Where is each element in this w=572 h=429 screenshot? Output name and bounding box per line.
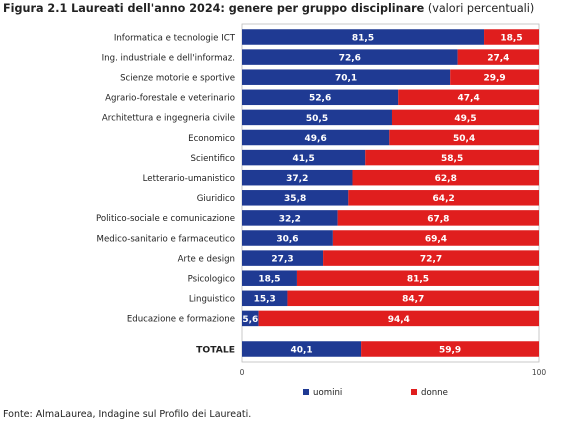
bar-uomini: [242, 190, 349, 206]
legend-swatch-donne: [411, 389, 417, 395]
x-tick-label: 0: [240, 368, 245, 377]
data-label-uomini: 72,6: [339, 54, 361, 64]
bar-uomini: [242, 290, 288, 307]
data-label-donne: 59,9: [439, 345, 461, 355]
chart-title-note: (valori percentuali): [427, 2, 535, 15]
data-label-uomini: 32,2: [279, 214, 301, 224]
category-label: Letterario-umanistico: [143, 174, 235, 184]
bar-donne: [258, 310, 539, 327]
category-label: Medico-sanitario e farmaceutico: [97, 234, 235, 244]
bar-uomini: [242, 169, 353, 186]
bar-donne: [389, 129, 539, 146]
data-label-donne: 62,8: [435, 174, 457, 184]
data-label-uomini: 40,1: [290, 345, 312, 355]
data-label-donne: 94,4: [388, 315, 410, 325]
bar-uomini: [242, 210, 338, 226]
bar-donne: [287, 290, 539, 307]
chart-source: Fonte: AlmaLaurea, Indagine sul Profilo …: [3, 409, 252, 420]
chart-title-main: Figura 2.1 Laureati dell'anno 2024: gene…: [3, 2, 425, 15]
bar-donne: [450, 69, 539, 85]
category-label: Economico: [188, 134, 235, 144]
bar-donne: [332, 230, 539, 246]
data-label-donne: 29,9: [483, 74, 505, 84]
data-label-donne: 64,2: [433, 194, 455, 204]
data-label-donne: 67,8: [427, 214, 449, 224]
category-label: Scientifico: [191, 154, 235, 164]
bar-uomini: [242, 149, 366, 166]
data-label-uomini: 41,5: [293, 154, 315, 164]
data-label-donne: 18,5: [500, 33, 522, 43]
x-tick-label: 100: [532, 368, 547, 377]
bar-donne: [398, 89, 539, 106]
data-label-donne: 47,4: [458, 94, 480, 104]
chart-title: Figura 2.1 Laureati dell'anno 2024: gene…: [3, 2, 534, 15]
category-label: Scienze motorie e sportive: [120, 74, 235, 84]
data-label-uomini: 81,5: [352, 33, 374, 43]
bar-donne: [296, 270, 539, 286]
category-label: Architettura e ingegneria civile: [102, 114, 235, 124]
bar-uomini: [242, 270, 297, 286]
data-label-uomini: 35,8: [284, 194, 306, 204]
bar-uomini: [242, 109, 392, 126]
bar-uomini: [242, 49, 458, 65]
bar-donne: [365, 149, 539, 166]
category-label: Arte e design: [178, 254, 235, 264]
bar-uomini: [242, 69, 451, 85]
data-label-uomini: 30,6: [276, 234, 298, 244]
category-label: Giuridico: [197, 194, 235, 204]
bar-donne: [352, 169, 539, 186]
bar-uomini: [242, 310, 259, 327]
bar-donne: [348, 190, 539, 206]
data-label-uomini: 49,6: [305, 134, 327, 144]
data-label-uomini: 52,6: [309, 94, 331, 104]
data-label-donne: 81,5: [407, 275, 429, 285]
category-label: Ing. industriale e dell'informaz.: [102, 53, 235, 63]
bar-uomini: [242, 129, 390, 146]
bar-donne: [337, 210, 539, 226]
bar-uomini: [242, 89, 399, 106]
data-label-uomini: 70,1: [335, 74, 357, 84]
data-label-uomini: 5,6: [242, 315, 258, 325]
data-label-donne: 27,4: [487, 54, 509, 64]
data-label-uomini: 15,3: [254, 295, 276, 305]
bar-donne: [323, 250, 539, 266]
bar-uomini: [242, 29, 485, 45]
category-label: Psicologico: [188, 275, 235, 285]
category-label: Educazione e formazione: [127, 315, 235, 325]
data-label-uomini: 37,2: [286, 174, 308, 184]
data-label-donne: 50,4: [453, 134, 475, 144]
bar-uomini: [242, 250, 324, 266]
data-label-uomini: 18,5: [258, 275, 280, 285]
data-label-donne: 72,7: [420, 255, 442, 265]
bar-donne: [484, 29, 539, 45]
legend-swatch-uomini: [303, 389, 309, 395]
data-label-uomini: 27,3: [271, 255, 293, 265]
category-label: Linguistico: [189, 295, 235, 305]
legend-label-uomini: uomini: [313, 388, 342, 398]
data-label-donne: 84,7: [402, 295, 424, 305]
bar-uomini: [242, 230, 333, 246]
bar-donne: [361, 341, 539, 357]
bar-donne: [391, 109, 539, 126]
data-label-donne: 49,5: [454, 114, 476, 124]
bar-donne: [457, 49, 539, 65]
category-label: TOTALE: [196, 344, 235, 355]
data-label-donne: 69,4: [425, 234, 447, 244]
data-label-donne: 58,5: [441, 154, 463, 164]
category-label: Politico-sociale e comunicazione: [96, 214, 235, 224]
legend-label-donne: donne: [421, 388, 448, 398]
bar-uomini: [242, 341, 362, 357]
data-label-uomini: 50,5: [306, 114, 328, 124]
category-label: Informatica e tecnologie ICT: [114, 33, 236, 43]
category-label: Agrario-forestale e veterinario: [105, 94, 235, 104]
